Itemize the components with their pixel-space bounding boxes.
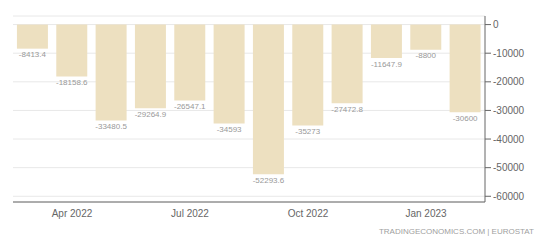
svg-text:-33480.5: -33480.5	[95, 122, 127, 131]
svg-text:-30000: -30000	[493, 105, 525, 116]
svg-text:Jan 2023: Jan 2023	[405, 208, 447, 219]
svg-text:0: 0	[493, 19, 499, 30]
html-text:TRADINGECONOMICS.COM | EUROSTA: TRADINGECONOMICS.COM | EUROSTAT	[378, 227, 534, 236]
svg-text:-50000: -50000	[493, 162, 525, 173]
svg-text:Jul 2022: Jul 2022	[171, 208, 209, 219]
svg-text:-60000: -60000	[493, 191, 525, 202]
svg-text:-20000: -20000	[493, 76, 525, 87]
svg-text:-10000: -10000	[493, 48, 525, 59]
svg-text:-34593: -34593	[217, 125, 242, 134]
svg-text:-8800: -8800	[416, 51, 437, 60]
svg-text:-27472.8: -27472.8	[331, 105, 363, 114]
svg-text:Apr 2022: Apr 2022	[52, 208, 93, 219]
svg-text:-30600: -30600	[453, 114, 478, 123]
svg-text:-11647.9: -11647.9	[371, 60, 403, 69]
svg-text:-26547.1: -26547.1	[174, 102, 206, 111]
svg-text:-40000: -40000	[493, 134, 525, 145]
svg-text:-29264.9: -29264.9	[135, 110, 167, 119]
svg-text:-52293.6: -52293.6	[253, 176, 285, 185]
svg-text:-18158.6: -18158.6	[56, 78, 88, 87]
svg-text:-8413.4: -8413.4	[19, 50, 47, 59]
svg-text:-35273: -35273	[295, 127, 320, 136]
svg-text:Oct 2022: Oct 2022	[288, 208, 329, 219]
